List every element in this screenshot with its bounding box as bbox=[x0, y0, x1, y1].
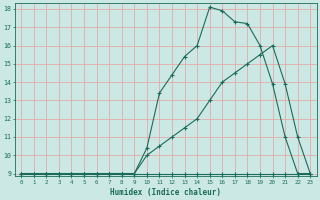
X-axis label: Humidex (Indice chaleur): Humidex (Indice chaleur) bbox=[110, 188, 221, 197]
